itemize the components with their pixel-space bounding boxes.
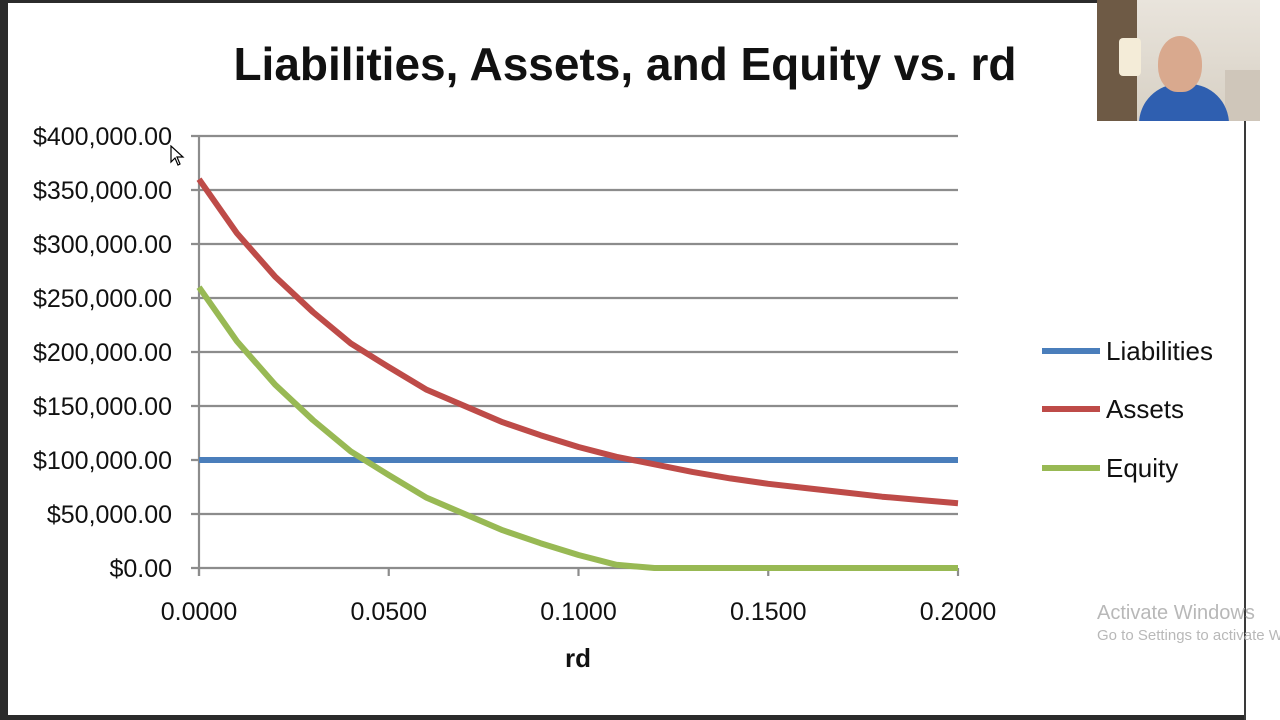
x-tick-label: 0.2000 (920, 598, 996, 626)
x-tick-label: 0.1500 (730, 598, 806, 626)
mouse-cursor-icon (170, 145, 185, 166)
legend-label: Equity (1106, 453, 1178, 483)
watermark-title: Activate Windows (1097, 602, 1255, 624)
legend-item-equity: Equity (1042, 453, 1178, 483)
activation-watermark: Activate Windows Go to Settings to activ… (1097, 602, 1280, 644)
legend-item-assets: Assets (1042, 394, 1184, 424)
gridlines (191, 134, 958, 570)
slide-canvas (8, 3, 1244, 715)
y-tick-label: $350,000.00 (33, 177, 172, 205)
series-line-assets (196, 177, 959, 507)
y-tick-label: $200,000.00 (33, 339, 172, 367)
series-line-equity (196, 285, 958, 571)
chart-title: Liabilities, Assets, and Equity vs. rd (233, 38, 1016, 90)
webcam-overlay (1097, 0, 1260, 121)
x-tick-label: 0.0000 (161, 598, 237, 626)
person-head (1158, 36, 1202, 92)
legend: Liabilities Assets Equity (1042, 336, 1213, 483)
y-tick-label: $150,000.00 (33, 393, 172, 421)
x-tick-label: 0.1000 (540, 598, 616, 626)
y-axis: $0.00 $50,000.00 $100,000.00 $150,000.00 $20… (33, 123, 201, 583)
x-tick-label: 0.0500 (351, 598, 427, 626)
legend-label: Assets (1106, 394, 1184, 424)
y-tick-label: $400,000.00 (33, 123, 172, 151)
y-tick-label: $250,000.00 (33, 285, 172, 313)
watermark-subtitle: Go to Settings to activate Windows. (1097, 627, 1280, 644)
legend-item-liabilities: Liabilities (1042, 336, 1213, 366)
x-axis: 0.0000 0.0500 0.1000 0.1500 0.2000 (161, 568, 996, 626)
x-axis-label: rd (565, 643, 591, 673)
y-tick-label: $0.00 (109, 555, 172, 583)
y-tick-label: $300,000.00 (33, 231, 172, 259)
legend-label: Liabilities (1106, 336, 1213, 366)
series-lines (196, 177, 959, 571)
y-tick-label: $100,000.00 (33, 447, 172, 475)
y-tick-label: $50,000.00 (47, 501, 172, 529)
